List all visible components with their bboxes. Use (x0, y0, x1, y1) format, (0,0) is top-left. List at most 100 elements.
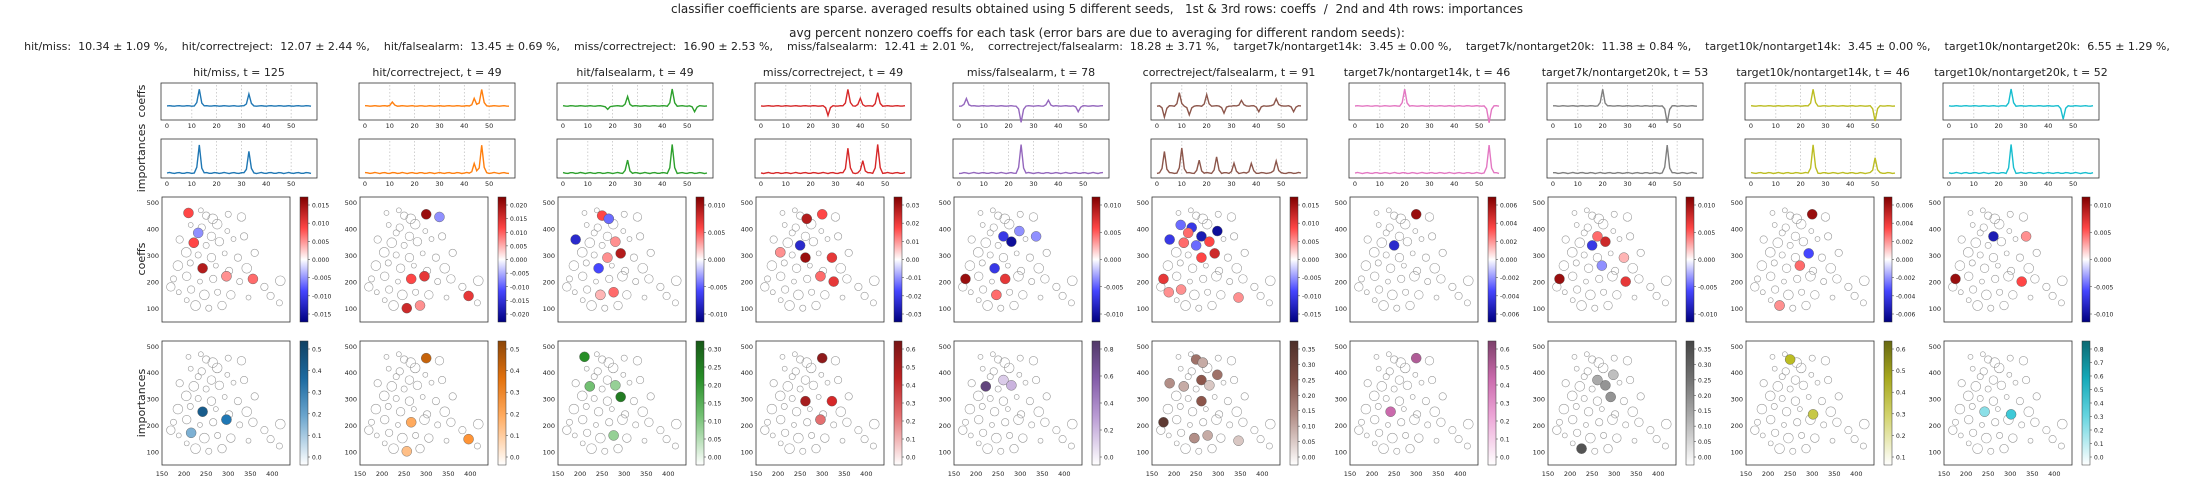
neuron-point (1376, 237, 1387, 248)
neuron-point (1180, 300, 1191, 311)
x-tick-label: 50 (1673, 122, 1681, 130)
neuron-point (598, 385, 606, 393)
neuron-point (1805, 271, 1816, 282)
y-tick-label: 300 (939, 396, 951, 404)
y-tick-label: 400 (543, 225, 555, 233)
neuron-point-weighted (1385, 406, 1396, 417)
series-line (562, 144, 708, 175)
x-tick-label: 400 (1058, 470, 1070, 478)
neuron-point (230, 379, 237, 386)
x-tick-label: 10 (1772, 180, 1780, 188)
neuron-point (166, 425, 176, 435)
x-tick-label: 10 (386, 122, 394, 130)
neuron-point (764, 418, 771, 426)
neuron-point (381, 297, 388, 303)
neuron-point-weighted (1006, 236, 1017, 247)
x-tick-label: 50 (1673, 180, 1681, 188)
colorbar-tick-label: 0.005 (510, 243, 527, 250)
neuron-point (405, 213, 416, 225)
neuron-point-weighted (406, 273, 417, 285)
neuron-point-weighted (960, 273, 971, 285)
series-line (166, 144, 312, 175)
neuron-point (854, 426, 863, 435)
colorbar-tick-label: 0.2 (1104, 428, 1114, 435)
neuron-point (1390, 385, 1398, 393)
neuron-point (260, 426, 269, 435)
neuron-point (448, 392, 457, 401)
neuron-point (172, 403, 184, 415)
neuron-point (434, 421, 442, 429)
x-tick-label: 250 (398, 470, 410, 478)
neuron-point (2006, 371, 2013, 378)
x-tick-label: 10 (1376, 180, 1384, 188)
neuron-point (1767, 297, 1774, 303)
x-tick-label: 40 (1252, 180, 1260, 188)
neuron-point (1810, 433, 1820, 443)
neuron-point (1017, 410, 1026, 419)
neuron-point-weighted (1030, 231, 1042, 242)
colorbar (497, 196, 507, 323)
neuron-point (1585, 289, 1596, 301)
neuron-point (1358, 418, 1365, 426)
neuron-point-weighted (775, 247, 786, 258)
series-line (1354, 145, 1500, 175)
neuron-point (438, 376, 447, 385)
colorbar-tick-label: 0.7 (2094, 360, 2104, 367)
neuron-point (397, 432, 408, 444)
neuron-point (1409, 414, 1420, 425)
neuron-point (1622, 356, 1633, 366)
neuron-point (1395, 357, 1406, 368)
x-tick-label: 0 (561, 122, 565, 130)
y-tick-label: 300 (1929, 252, 1941, 260)
neuron-point (620, 228, 627, 234)
colorbar-tick-label: 0.6 (1500, 347, 1510, 354)
x-tick-label: 50 (683, 122, 691, 130)
neuron-point (1580, 251, 1588, 259)
neuron-point-weighted (1411, 209, 1422, 220)
neuron-point (781, 285, 790, 294)
x-tick-label: 50 (1277, 180, 1285, 188)
neuron-point (1988, 375, 1999, 385)
neuron-point (1040, 417, 1050, 427)
neuron-point (1963, 247, 1974, 258)
y-tick-label: 200 (1731, 422, 1743, 430)
colorbar-tick-label: -0.002 (1500, 275, 1520, 282)
neuron-point (834, 232, 843, 241)
neuron-point (1984, 211, 1993, 220)
neuron-point (2023, 406, 2034, 417)
neuron-point (2015, 253, 2024, 262)
neuron-point (967, 289, 974, 296)
colorbar (695, 340, 705, 466)
neuron-point (207, 213, 218, 225)
colorbar-tick-label: 0.004 (1500, 221, 1517, 228)
neuron-point-weighted (414, 300, 426, 311)
x-tick-label: 0 (1155, 180, 1159, 188)
neuron-point (1832, 417, 1842, 427)
neuron-point (2032, 392, 2041, 401)
neuron-point (671, 275, 682, 286)
colorbar (1883, 340, 1893, 466)
neuron-point (583, 222, 590, 228)
y-tick-label: 100 (147, 448, 159, 456)
colorbar-tick-label: 0.010 (2094, 203, 2111, 210)
neuron-point (395, 223, 404, 232)
colorbar-tick-label: 0.000 (1104, 257, 1121, 264)
y-tick-label: 500 (345, 199, 357, 207)
neuron-point (2058, 442, 2065, 450)
neuron-point (1373, 354, 1380, 360)
neuron-point (1965, 297, 1972, 303)
neuron-point (1203, 262, 1209, 269)
neuron-point-weighted (185, 427, 197, 439)
neuron-point (1360, 403, 1372, 415)
neuron-point (1558, 403, 1570, 415)
y-tick-label: 200 (147, 422, 159, 430)
neuron-point (1808, 228, 1815, 234)
neuron-point (830, 212, 841, 222)
neuron-point (769, 235, 778, 244)
panel-title: correctreject/falsealarm, t = 91 (1143, 66, 1316, 79)
colorbar-tick-label: 0.4 (906, 383, 916, 390)
neuron-point (808, 432, 816, 439)
neuron-point (202, 355, 211, 364)
neuron-point (1552, 425, 1562, 435)
neuron-point (1820, 212, 1831, 222)
